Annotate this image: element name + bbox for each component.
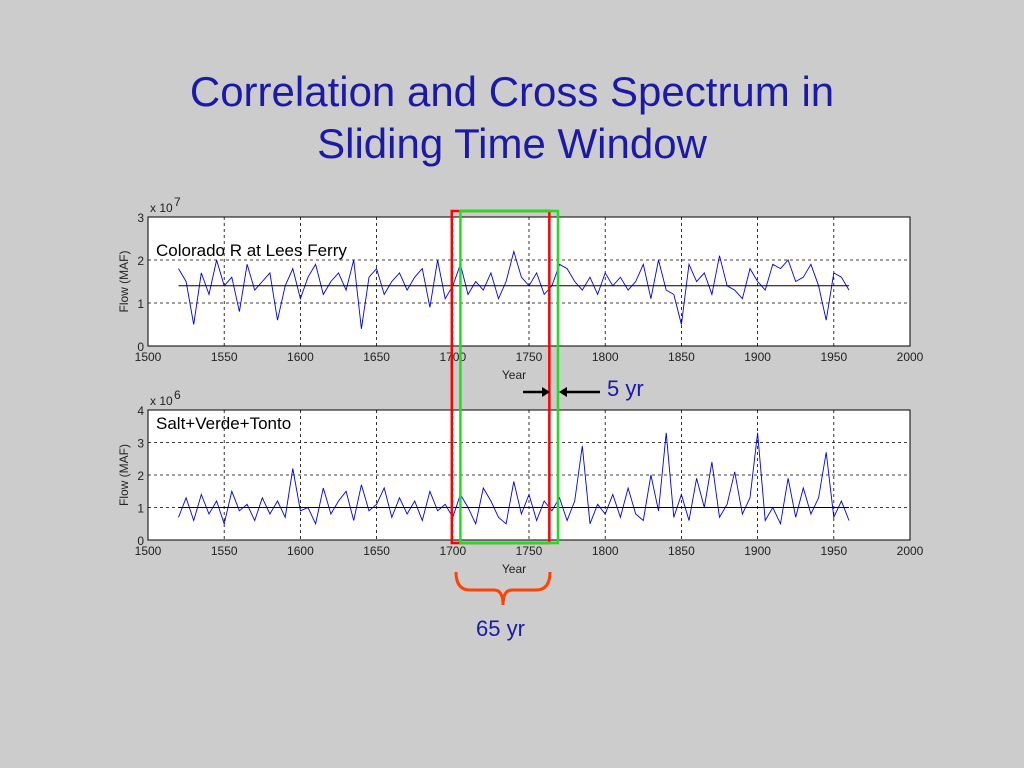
x-tick-label: 1550	[211, 350, 238, 364]
x-tick-label: 1900	[744, 544, 771, 558]
y-tick-label: 0	[137, 534, 144, 548]
title-line-2: Sliding Time Window	[317, 120, 707, 167]
x-tick-label: 1950	[820, 544, 847, 558]
x-tick-label: 1750	[516, 544, 543, 558]
y-tick-label: 1	[137, 502, 144, 516]
arrow-right-icon	[542, 387, 550, 397]
x-tick-label: 1800	[592, 544, 619, 558]
series-line	[178, 249, 850, 329]
x-tick-label: 2000	[897, 544, 924, 558]
y-exponent: 6	[174, 388, 181, 402]
y-tick-label: 4	[137, 404, 144, 418]
x-tick-label: 1750	[516, 350, 543, 364]
y-tick-label: 2	[137, 254, 144, 268]
x-axis-label: Year	[502, 562, 526, 576]
window-annotation: 65 yr	[476, 616, 525, 641]
series-title: Colorado R at Lees Ferry	[156, 241, 347, 260]
plot-area	[147, 216, 911, 347]
x-tick-label: 1650	[363, 350, 390, 364]
arrow-left-icon	[559, 387, 567, 397]
title-line-1: Correlation and Cross Spectrum in	[189, 68, 835, 115]
y-tick-label: 0	[137, 340, 144, 354]
x-tick-label: 1800	[592, 350, 619, 364]
x-tick-label: 1700	[439, 544, 466, 558]
window-rect-green	[459, 209, 560, 545]
y-multiplier: x 10	[150, 201, 173, 215]
x-tick-label: 1600	[287, 544, 314, 558]
x-axis-label: Year	[502, 368, 526, 382]
y-tick-label: 1	[137, 297, 144, 311]
y-tick-label: 3	[137, 211, 144, 225]
x-tick-label: 1950	[820, 350, 847, 364]
y-multiplier: x 10	[150, 394, 173, 408]
series-line	[178, 432, 850, 526]
y-axis-label: Flow (MAF)	[117, 444, 131, 506]
y-axis-label: Flow (MAF)	[117, 251, 131, 313]
x-tick-label: 1550	[211, 544, 238, 558]
x-tick-label: 1650	[363, 544, 390, 558]
y-tick-label: 3	[137, 437, 144, 451]
x-tick-label: 1500	[135, 350, 162, 364]
x-tick-label: 1900	[744, 350, 771, 364]
y-exponent: 7	[174, 195, 181, 209]
x-tick-label: 1850	[668, 544, 695, 558]
brace-icon	[454, 571, 552, 606]
slide-title: Correlation and Cross Spectrum in Slidin…	[0, 66, 1024, 170]
x-tick-label: 1500	[135, 544, 162, 558]
x-tick-label: 1850	[668, 350, 695, 364]
x-tick-label: 1600	[287, 350, 314, 364]
step-annotation: 5 yr	[607, 376, 644, 401]
series-title: Salt+Verde+Tonto	[156, 414, 291, 433]
x-tick-label: 2000	[897, 350, 924, 364]
y-tick-label: 2	[137, 469, 144, 483]
